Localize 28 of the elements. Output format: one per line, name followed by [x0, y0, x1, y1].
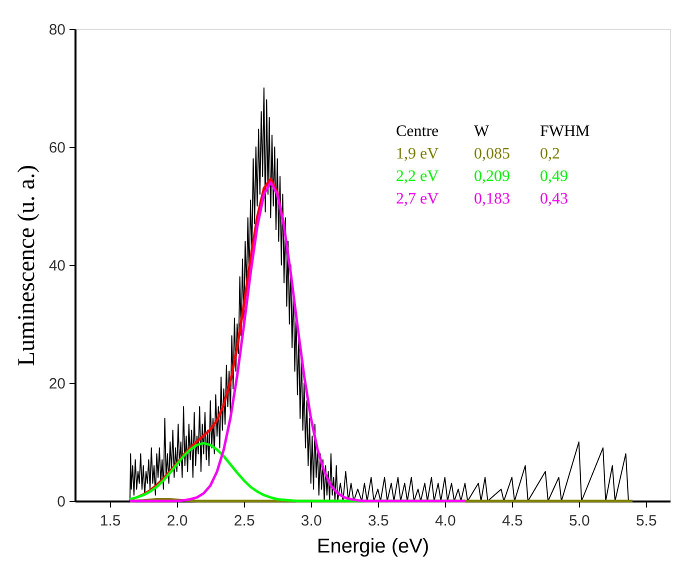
- annotation: 0,43: [540, 190, 568, 208]
- x-tick-label: 5.0: [568, 512, 590, 530]
- annotation: 0,209: [474, 168, 510, 185]
- x-tick-label: 4.5: [502, 512, 523, 530]
- y-axis-title: Luminescence (u. a.): [14, 164, 40, 366]
- annotation: 2,7 eV: [396, 190, 440, 208]
- y-tick-label: 60: [48, 140, 66, 156]
- x-tick-label: 1.5: [100, 512, 121, 530]
- x-tick-label: 4.0: [434, 512, 456, 530]
- x-tick-label: 2.5: [234, 512, 255, 530]
- annotation: 0,2: [540, 146, 560, 162]
- x-axis-title: Energie (eV): [316, 536, 430, 558]
- annotation: 0,183: [474, 190, 510, 208]
- y-tick-label: 20: [48, 376, 66, 392]
- x-tick-label: 3.5: [368, 512, 389, 530]
- y-tick-label: 40: [48, 258, 66, 274]
- annotation: FWHM: [540, 123, 590, 140]
- annotation: 1,9 eV: [396, 146, 440, 162]
- annotation: Centre: [396, 123, 439, 140]
- y-tick-label: 80: [48, 22, 66, 38]
- y-tick-label: 0: [57, 494, 66, 510]
- x-tick-label: 2.0: [166, 512, 188, 530]
- annotation: 0,085: [474, 146, 510, 162]
- x-tick-label: 3.0: [300, 512, 322, 530]
- annotation: 0,49: [540, 168, 568, 185]
- annotation: W: [474, 123, 490, 140]
- annotation: 2,2 eV: [396, 168, 440, 185]
- x-tick-label: 5.5: [636, 512, 657, 530]
